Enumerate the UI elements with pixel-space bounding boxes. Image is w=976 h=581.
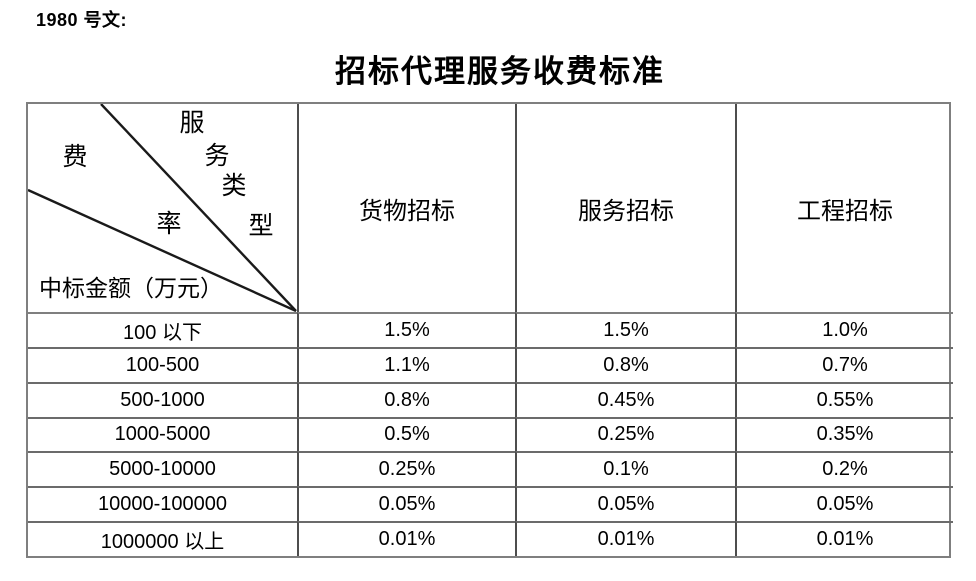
table-cell: 0.05% [515,486,735,522]
table-cell: 0.5% [297,416,515,452]
table-cell: 0.8% [515,346,735,382]
diagonal-label-service-type-char: 服 [179,110,205,137]
table-cell: 0.05% [297,486,515,522]
table-cell: 0.7% [735,346,953,382]
table-cell: 0.01% [297,521,515,556]
row-label: 100 以下 [28,312,297,347]
table-cell: 0.01% [515,521,735,556]
diagonal-divider-lines [28,104,297,312]
page-title: 招标代理服务收费标准 [335,54,665,89]
table-cell: 0.01% [735,521,953,556]
table-cell: 1.1% [297,346,515,382]
row-label: 5000-10000 [28,451,297,486]
diagonal-label-fee-rate-char: 率 [156,211,182,238]
table-cell: 1.5% [297,312,515,347]
doc-number: 1980 号文: [36,10,128,30]
diagonal-label-fee-rate-char: 费 [62,144,88,171]
table-cell: 0.25% [515,416,735,452]
table-cell: 0.2% [735,451,953,487]
column-header-service: 服务招标 [515,104,735,312]
row-label: 10000-100000 [28,486,297,521]
diagonal-label-service-type-char: 型 [248,213,274,240]
row-label: 1000000 以上 [28,521,297,556]
table-cell: 0.25% [297,451,515,487]
column-header-engineering: 工程招标 [735,104,953,312]
table-cell: 0.1% [515,451,735,487]
fee-table: 服 务 类 型 费 率 中标金额（万元） 货物招标 服务招标 工程招标 100 … [26,102,953,558]
table-cell: 0.05% [735,486,953,522]
diagonal-label-service-type-char: 类 [221,173,247,200]
table-cell: 0.55% [735,381,953,417]
row-label: 1000-5000 [28,416,297,452]
table-cell: 1.5% [515,312,735,347]
table-cell: 0.35% [735,416,953,452]
table-cell: 0.45% [515,381,735,417]
table-cell: 1.0% [735,312,953,347]
diagonal-header-cell: 服 务 类 型 费 率 中标金额（万元） [28,104,297,312]
diagonal-label-service-type-char: 务 [204,143,230,170]
row-label: 100-500 [28,346,297,382]
column-header-goods: 货物招标 [297,104,515,312]
diagonal-label-bid-amount: 中标金额（万元） [39,276,223,301]
row-label: 500-1000 [28,381,297,417]
table-cell: 0.8% [297,381,515,417]
